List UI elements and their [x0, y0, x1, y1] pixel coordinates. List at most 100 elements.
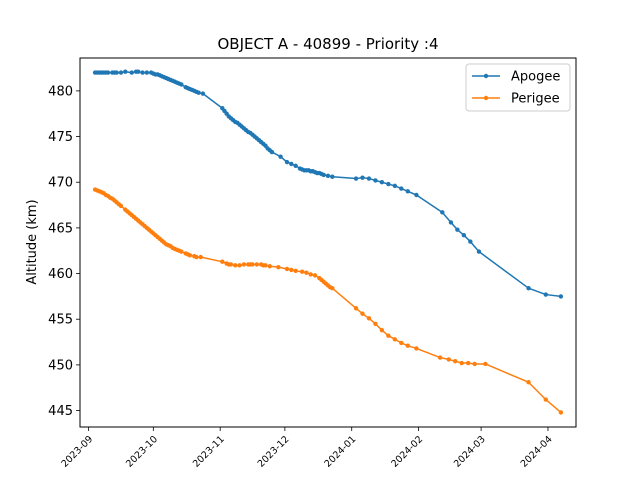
y-axis-label: Altitude (km)	[25, 199, 40, 284]
legend-apogee-label: Apogee	[511, 70, 560, 85]
apogee-point	[476, 249, 482, 254]
perigee-point	[526, 380, 531, 385]
legend: Apogee Perigee	[465, 63, 571, 112]
y-tick-label: 465	[48, 221, 73, 236]
y-tick-label: 460	[48, 267, 73, 282]
perigee-point	[289, 267, 294, 273]
apogee-point	[123, 69, 128, 74]
perigee-point	[330, 285, 335, 291]
apogee-point	[386, 181, 391, 187]
perigee-point	[293, 268, 298, 274]
apogee-point	[392, 183, 398, 189]
apogee-point	[448, 220, 454, 225]
apogee-point	[196, 90, 201, 95]
apogee-point	[414, 192, 419, 198]
apogee-point	[200, 91, 206, 96]
perigee-point	[299, 269, 305, 274]
perigee-point	[254, 262, 260, 267]
perigee-point	[465, 360, 471, 366]
perigee-point	[543, 397, 549, 402]
apogee-point	[105, 70, 111, 75]
apogee-point	[140, 70, 145, 75]
apogee-point	[360, 175, 365, 180]
axes-frame	[79, 57, 577, 428]
perigee-point	[453, 359, 458, 364]
legend-apogee-marker	[483, 73, 489, 79]
y-tick-label: 480	[48, 84, 73, 99]
apogee-point	[321, 172, 326, 178]
apogee-point	[468, 239, 473, 244]
perigee-point	[373, 321, 378, 326]
apogee-point	[118, 70, 124, 75]
perigee-point	[366, 316, 372, 321]
apogee-point	[461, 232, 467, 238]
perigee-point	[312, 273, 318, 278]
apogee-point	[353, 176, 359, 181]
apogee-point	[366, 176, 372, 181]
perigee-point	[446, 357, 451, 362]
perigee-point	[187, 253, 193, 258]
perigee-point	[228, 262, 234, 267]
perigee-point	[308, 272, 313, 277]
apogee-point	[278, 154, 283, 159]
perigee-point	[250, 262, 255, 267]
perigee-point	[459, 360, 464, 366]
perigee-point	[399, 340, 404, 346]
perigee-point	[237, 263, 242, 268]
series-layer	[92, 69, 564, 415]
apogee-point	[330, 174, 335, 179]
perigee-point	[379, 327, 385, 333]
apogee-point	[325, 173, 331, 179]
apogee-point	[269, 149, 275, 155]
perigee-point	[276, 264, 281, 270]
y-tick-label: 445	[48, 404, 73, 419]
y-axis: 445 450 455 460 465 470 475 480	[48, 84, 80, 419]
apogee-point	[373, 178, 378, 183]
apogee-point	[179, 82, 184, 87]
perigee-point	[263, 263, 268, 268]
perigee-point	[220, 259, 225, 264]
perigee-point	[472, 361, 477, 367]
perigee-point	[405, 343, 410, 348]
perigee-point	[353, 306, 359, 311]
perigee-point	[241, 262, 247, 267]
perigee-point	[392, 337, 398, 342]
perigee-point	[483, 361, 488, 367]
apogee-point	[289, 161, 294, 167]
apogee-point	[144, 70, 150, 75]
apogee-point	[558, 294, 564, 299]
perigee-point	[233, 263, 238, 268]
perigee-point	[414, 346, 419, 351]
apogee-point	[455, 227, 460, 232]
perigee-point	[194, 254, 199, 260]
apogee-point	[405, 189, 410, 194]
perigee-point	[267, 264, 272, 269]
apogee-point	[526, 285, 531, 291]
perigee-point	[118, 203, 124, 209]
apogee-point	[543, 292, 549, 297]
y-tick-label: 455	[48, 313, 73, 328]
perigee-point	[284, 266, 290, 272]
apogee-point	[399, 186, 404, 191]
apogee-point	[293, 163, 298, 168]
perigee-point	[304, 270, 309, 275]
plot-area	[79, 57, 577, 428]
chart-title: OBJECT A - 40899 - Priority :4	[217, 35, 438, 53]
y-tick-label: 470	[48, 176, 73, 191]
perigee-point	[437, 355, 443, 360]
perigee-point	[386, 333, 391, 338]
y-tick-label: 475	[48, 130, 73, 145]
perigee-point	[179, 249, 184, 254]
perigee-point	[558, 410, 564, 415]
apogee-point	[284, 159, 290, 165]
perigee-point	[360, 311, 365, 316]
perigee-point	[198, 254, 203, 260]
apogee-point	[136, 69, 141, 74]
legend-perigee-label: Perigee	[511, 92, 560, 107]
apogee-point	[129, 70, 134, 75]
legend-perigee-marker	[483, 95, 489, 101]
apogee-point	[379, 180, 385, 185]
y-tick-label: 450	[48, 358, 73, 373]
apogee-point	[440, 210, 445, 215]
